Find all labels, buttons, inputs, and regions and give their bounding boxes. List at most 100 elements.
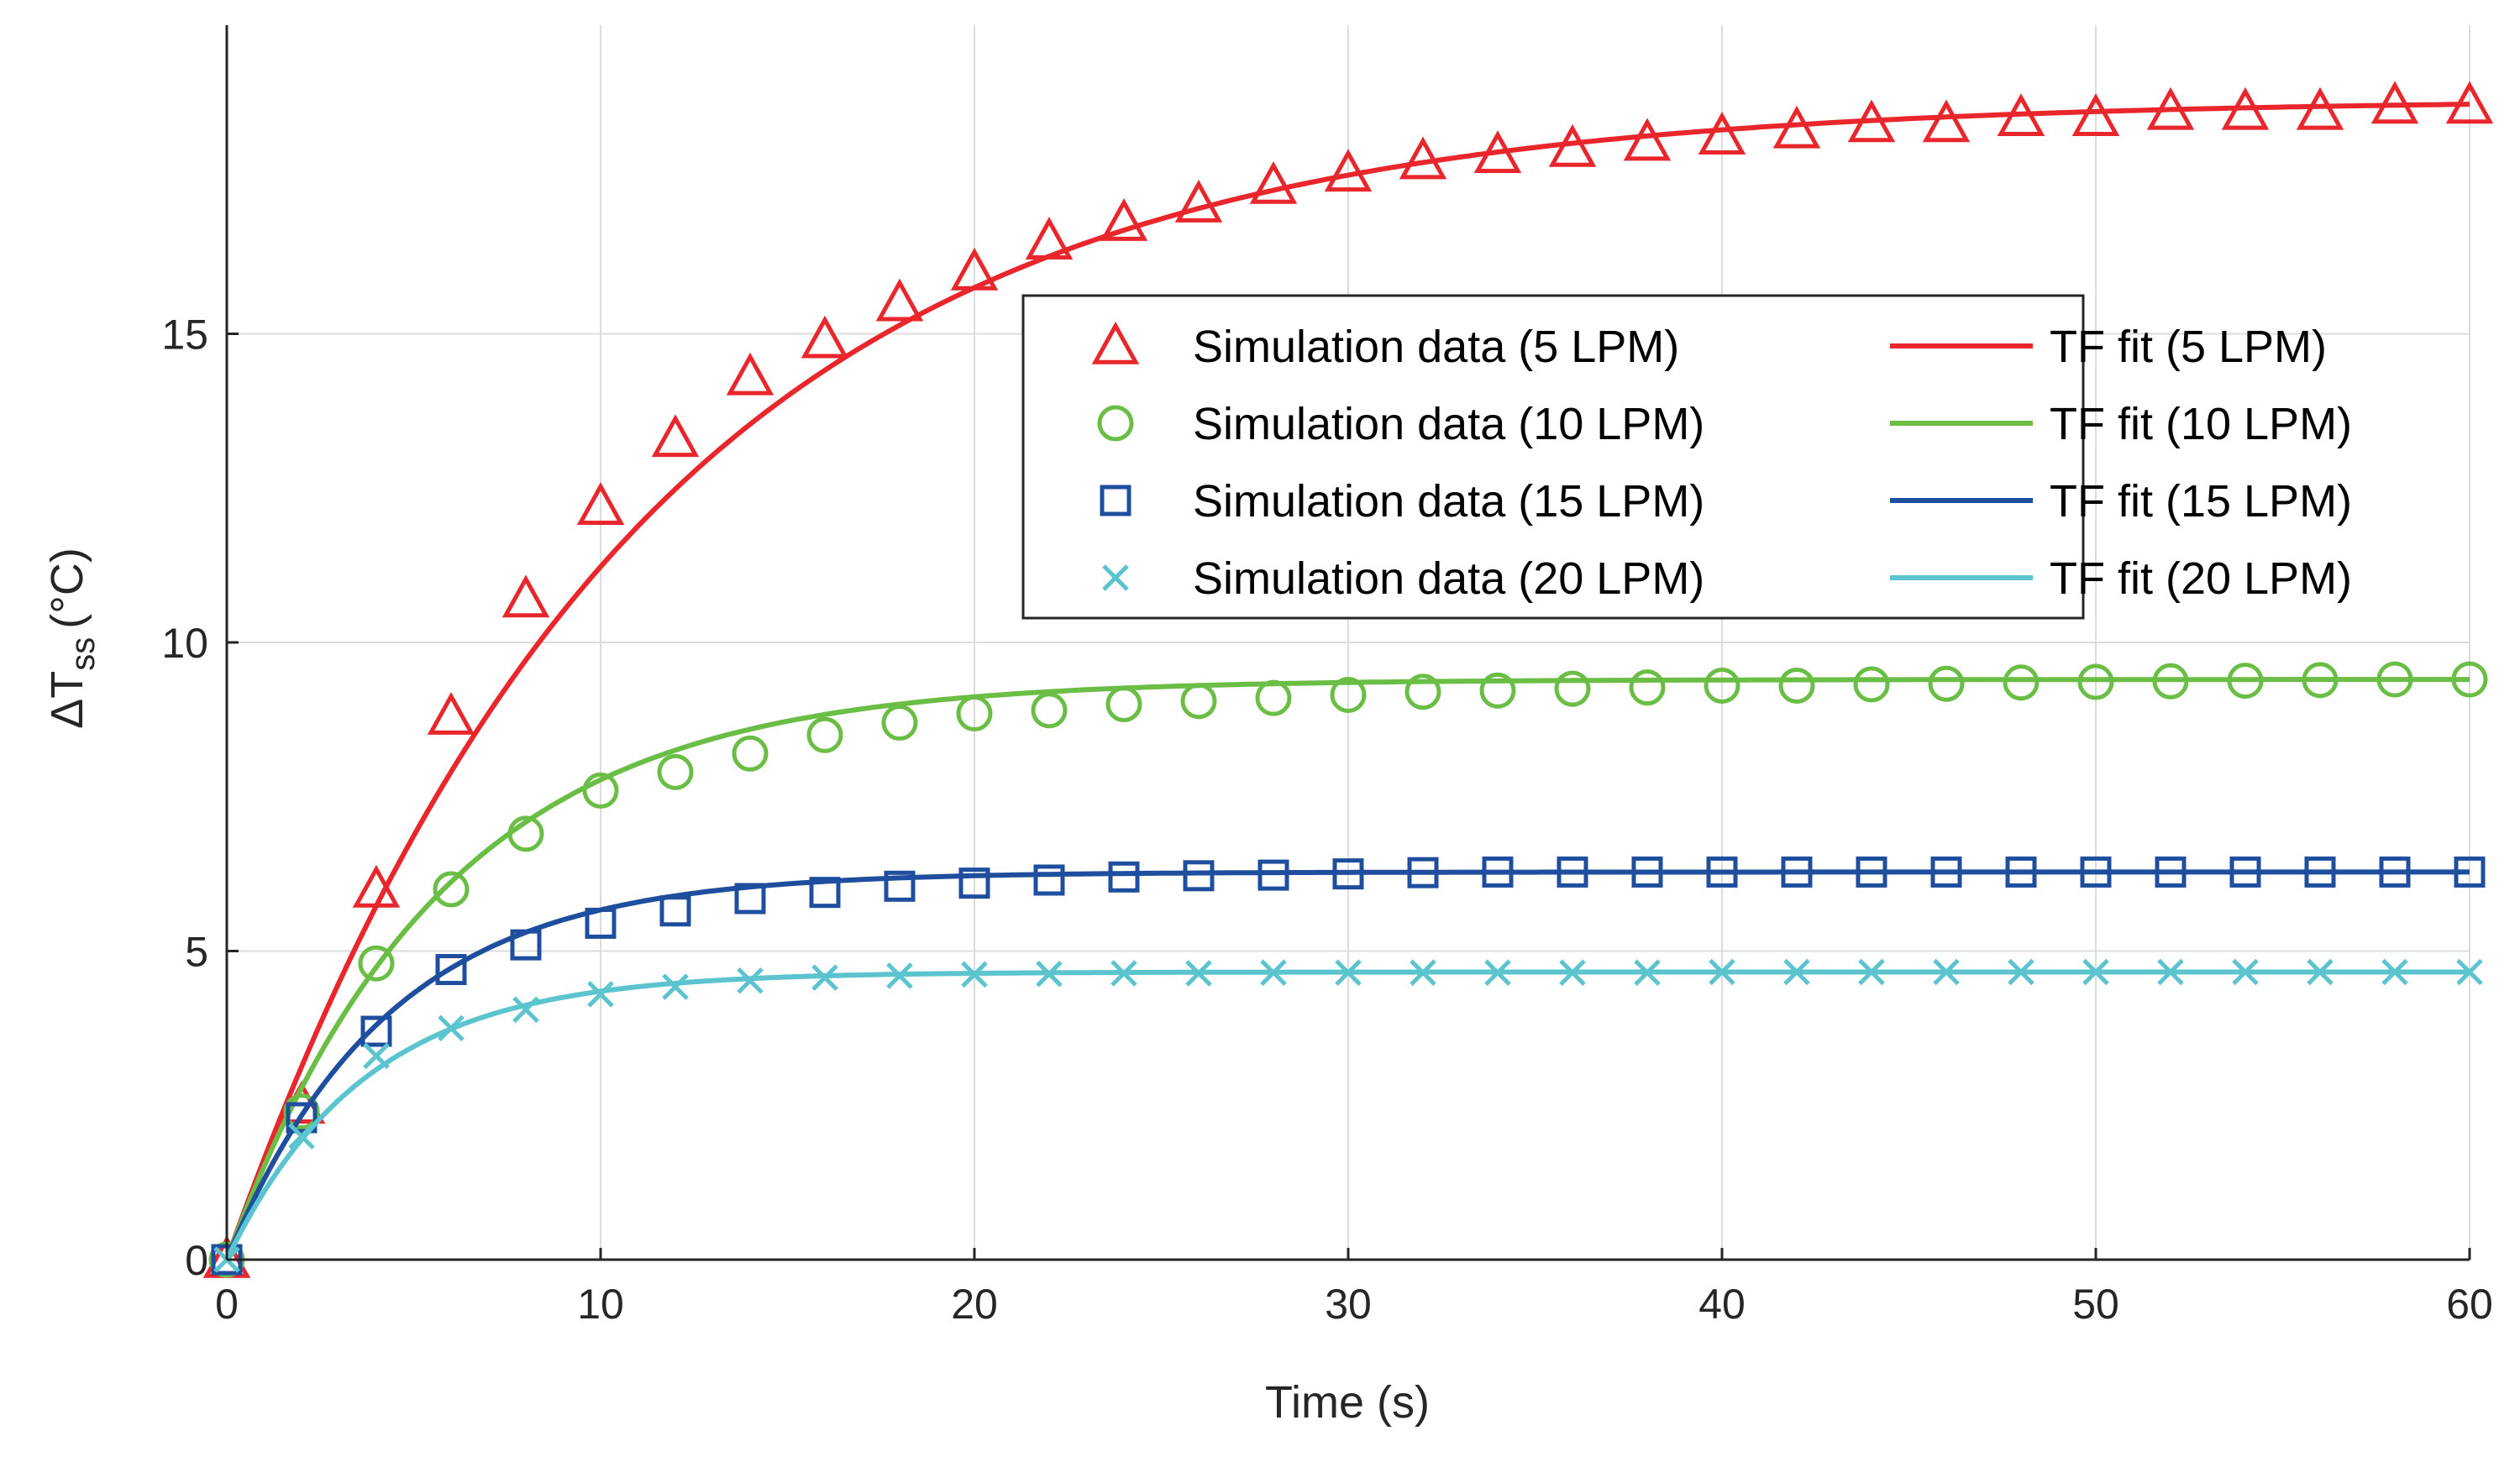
y-axis-label-subscript: ss: [65, 637, 102, 671]
x-tick-label: 30: [1325, 1281, 1372, 1328]
data-point: [1108, 861, 1140, 893]
data-point: [2005, 856, 2037, 888]
data-point: [2370, 81, 2419, 124]
data-point: [1031, 692, 1068, 729]
data-point: [1479, 672, 1516, 709]
x-tick-label: 50: [2072, 1281, 2119, 1328]
data-point: [360, 1015, 392, 1047]
data-point: [2155, 856, 2187, 888]
data-point: [352, 864, 401, 908]
data-point: [2304, 856, 2336, 888]
data-point: [433, 871, 470, 908]
data-point: [950, 247, 999, 291]
data-point: [501, 574, 550, 618]
data-point: [427, 692, 475, 735]
data-point: [1853, 666, 1890, 703]
legend-marker: [1091, 321, 1140, 364]
x-tick-label: 0: [215, 1281, 239, 1328]
legend-label-data: Simulation data (10 LPM): [1193, 399, 1704, 449]
x-axis-label: Time (s): [1265, 1377, 1430, 1428]
data-point: [507, 815, 544, 852]
data-point: [283, 1093, 320, 1130]
data-point: [1174, 180, 1223, 223]
data-point: [1255, 679, 1292, 716]
data-point: [2003, 664, 2040, 701]
data-point: [1698, 112, 1746, 155]
plot-series: [202, 81, 2494, 1278]
data-point: [1548, 123, 1597, 167]
legend-label-data: Simulation data (5 LPM): [1193, 322, 1679, 372]
data-point: [875, 278, 924, 322]
data-point: [732, 735, 769, 772]
legend-label-data: Simulation data (15 LPM): [1193, 476, 1704, 527]
data-point: [585, 907, 617, 939]
data-point: [1335, 959, 1362, 986]
data-point: [1557, 856, 1588, 888]
data-point: [1033, 864, 1065, 896]
data-point: [1036, 960, 1063, 988]
data-point: [1330, 676, 1367, 713]
data-point: [1772, 105, 1821, 149]
y-tick-label: 10: [161, 620, 208, 667]
data-point: [1930, 856, 1962, 888]
data-point: [358, 945, 395, 982]
x-tick-label: 10: [577, 1281, 624, 1328]
data-point: [1858, 958, 1885, 986]
fit-line: [224, 102, 2470, 1261]
data-point: [1484, 959, 1511, 986]
data-point: [435, 954, 467, 986]
data-point: [1185, 960, 1212, 987]
y-tick-label: 15: [161, 312, 208, 359]
data-point: [1473, 130, 1522, 174]
data-point: [512, 996, 539, 1024]
data-point: [884, 870, 916, 902]
data-point: [2077, 663, 2114, 700]
data-point: [2296, 86, 2344, 130]
data-point: [1778, 667, 1815, 704]
data-point: [576, 482, 625, 525]
data-point: [2445, 81, 2494, 124]
x-tick-label: 40: [1698, 1281, 1746, 1328]
data-point: [1407, 857, 1439, 888]
legend-label-fit: TF fit (5 LPM): [2050, 322, 2327, 372]
data-point: [1634, 959, 1661, 986]
data-point: [2307, 958, 2334, 986]
data-point: [2157, 958, 2184, 986]
data-point: [2152, 663, 2189, 700]
data-point: [659, 895, 691, 927]
data-point: [886, 962, 913, 989]
ticks: 0 10 20 30 40 50 60 0 5 10 15: [161, 312, 2492, 1329]
x-tick-label: 20: [951, 1281, 998, 1328]
legend-marker: [1100, 485, 1131, 516]
data-point: [734, 883, 766, 915]
series-3: [211, 856, 2486, 1276]
data-point: [2146, 86, 2195, 130]
data-point: [881, 705, 918, 742]
data-point: [651, 414, 700, 458]
data-point: [2229, 856, 2261, 888]
legend-box: [1021, 294, 2085, 620]
data-point: [1629, 669, 1666, 706]
data-point: [2379, 856, 2411, 888]
data-point: [1257, 859, 1289, 891]
data-point: [2008, 958, 2034, 986]
data-point: [2456, 958, 2483, 986]
y-tick-label: 0: [185, 1237, 208, 1284]
data-point: [1249, 160, 1298, 204]
data-point: [2071, 93, 2120, 136]
data-point: [288, 1123, 315, 1150]
data-point: [1100, 198, 1148, 241]
legend-marker: [1097, 405, 1134, 442]
data-point: [1332, 858, 1364, 890]
data-point: [1324, 149, 1373, 192]
data-point: [582, 772, 619, 809]
data-point: [2376, 661, 2413, 698]
data-point: [657, 753, 694, 790]
data-point: [1554, 670, 1591, 707]
data-point: [737, 967, 764, 994]
data-point: [1997, 93, 2045, 136]
data-point: [1183, 860, 1215, 892]
data-point: [2232, 958, 2259, 986]
data-point: [1706, 856, 1738, 888]
